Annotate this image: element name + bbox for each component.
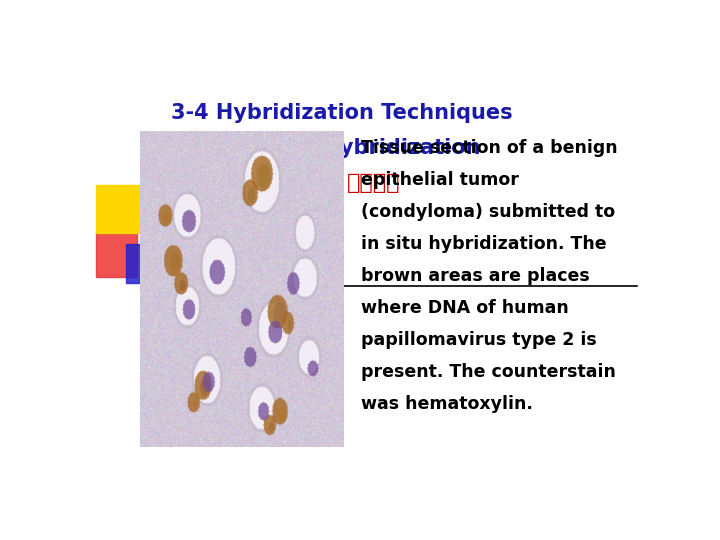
Text: In situ Hybridization: In situ Hybridization — [240, 138, 480, 158]
Text: 3-4 Hybridization Techniques: 3-4 Hybridization Techniques — [171, 103, 513, 123]
Text: papillomavirus type 2 is: papillomavirus type 2 is — [361, 331, 596, 349]
Text: present. The counterstain: present. The counterstain — [361, 363, 616, 381]
Bar — [96, 233, 138, 277]
Bar — [96, 185, 143, 233]
Bar — [126, 244, 176, 283]
Text: in situ hybridization. The: in situ hybridization. The — [361, 235, 606, 253]
Text: (condyloma) submitted to: (condyloma) submitted to — [361, 203, 615, 221]
Text: epithelial tumor: epithelial tumor — [361, 171, 518, 189]
Text: brown areas are places: brown areas are places — [361, 267, 590, 285]
Text: Tissue section of a benign: Tissue section of a benign — [361, 139, 617, 157]
Text: where DNA of human: where DNA of human — [361, 299, 568, 317]
Text: 原位杂交: 原位杂交 — [347, 173, 400, 193]
Text: was hematoxylin.: was hematoxylin. — [361, 395, 533, 413]
